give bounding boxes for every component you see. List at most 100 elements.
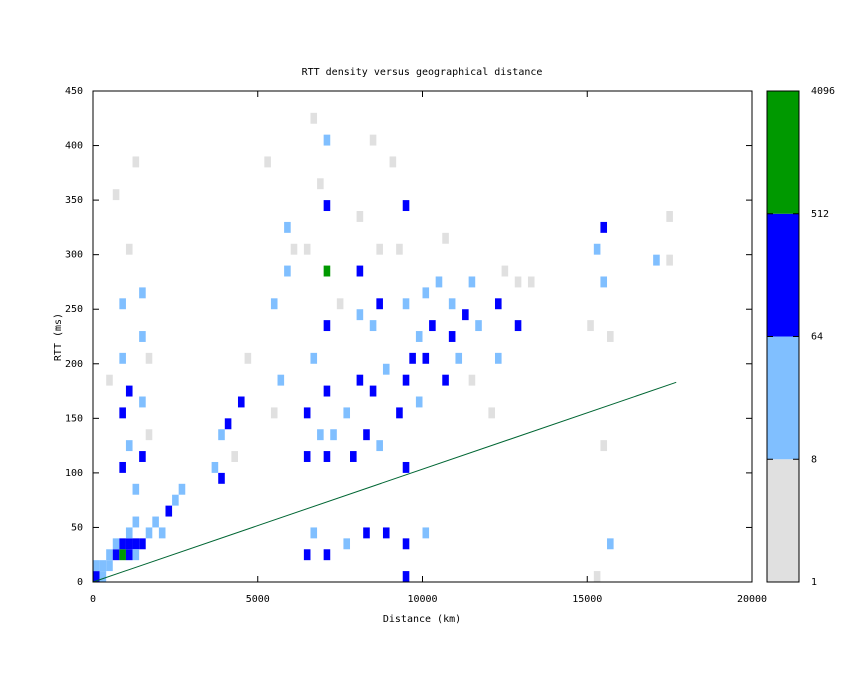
x-tick-label: 15000 <box>572 594 602 605</box>
heat-cell <box>600 221 608 233</box>
heat-cell <box>356 374 364 386</box>
heat-cell <box>402 538 410 550</box>
heat-cell <box>112 189 120 201</box>
heat-cell <box>593 571 601 582</box>
heat-cell <box>93 560 100 572</box>
heat-cell <box>514 276 522 288</box>
colorbar-tick-label: 4096 <box>811 86 835 97</box>
heat-cell <box>343 538 351 550</box>
heat-cell <box>376 440 383 452</box>
heat-cell <box>666 254 673 266</box>
heat-cell <box>323 451 331 462</box>
heat-cell <box>402 200 410 212</box>
heat-cell <box>106 560 113 572</box>
heat-cell <box>323 265 331 277</box>
heat-cell <box>277 374 285 386</box>
heat-cell <box>356 211 364 222</box>
heat-cell <box>145 429 153 441</box>
y-tick-label: 100 <box>65 468 83 479</box>
y-tick-label: 250 <box>65 304 83 315</box>
heat-cell <box>468 374 476 386</box>
heat-cell <box>211 461 219 473</box>
heat-cell <box>396 407 403 419</box>
x-axis-label: Distance (km) <box>383 614 461 625</box>
heat-cell <box>119 538 126 550</box>
heat-cell <box>600 276 608 288</box>
heat-cell <box>237 396 245 408</box>
heat-cell <box>139 451 146 462</box>
heat-cell <box>99 571 107 582</box>
heat-cell <box>350 451 357 462</box>
heat-cell <box>369 134 377 146</box>
colorbar-segment <box>767 336 799 460</box>
x-tick-label: 20000 <box>737 594 767 605</box>
heat-cell <box>112 549 120 561</box>
y-tick-label: 0 <box>77 577 83 588</box>
x-tick-label: 10000 <box>407 594 437 605</box>
heat-cell <box>218 429 225 441</box>
heat-cell <box>442 374 449 386</box>
heat-cell <box>494 298 502 310</box>
heat-cell <box>244 352 252 364</box>
heat-cell <box>501 265 509 277</box>
heat-cell <box>323 549 331 561</box>
y-axis-label: RTT (ms) <box>53 313 64 361</box>
heat-cell <box>409 352 416 364</box>
heat-cell <box>132 516 140 528</box>
heat-cell <box>139 287 146 299</box>
heat-cell <box>455 352 463 364</box>
heat-cell <box>363 527 370 539</box>
heat-cell <box>356 309 364 321</box>
heat-cell <box>356 265 364 277</box>
heat-cell <box>125 549 133 561</box>
heat-cell <box>376 243 383 255</box>
heat-cell <box>593 243 601 255</box>
heat-cell <box>165 505 173 517</box>
heat-cell <box>303 243 311 255</box>
heat-cell <box>402 374 410 386</box>
heat-cell <box>494 352 502 364</box>
heat-cell <box>429 320 436 332</box>
heat-cell <box>468 276 476 288</box>
heat-cell <box>435 276 443 288</box>
heat-cell <box>323 385 331 397</box>
heat-cell <box>402 461 410 473</box>
heat-cell <box>125 440 133 452</box>
heat-cell <box>178 483 186 495</box>
heat-cell <box>607 331 614 342</box>
heat-cell <box>119 298 126 310</box>
colorbar-tick-label: 1 <box>811 577 817 588</box>
heat-cell <box>402 571 410 582</box>
heat-cell <box>607 538 614 550</box>
colorbar-segment <box>767 459 799 582</box>
heat-cell <box>145 527 153 539</box>
heat-cell <box>363 429 370 441</box>
heat-cell <box>145 352 153 364</box>
heat-cell <box>158 527 166 539</box>
y-tick-label: 400 <box>65 141 83 152</box>
heat-cell <box>396 243 403 255</box>
heat-cell <box>422 527 430 539</box>
heat-cell <box>475 320 482 332</box>
heat-cell <box>382 527 390 539</box>
heat-cell <box>402 298 410 310</box>
heat-cell <box>587 320 594 332</box>
heat-cell <box>303 407 311 419</box>
heat-cell <box>653 254 660 266</box>
heat-cell <box>270 407 278 419</box>
heat-cell <box>290 243 298 255</box>
heat-cell <box>172 494 179 506</box>
heat-cell <box>119 407 126 419</box>
heat-cell <box>132 156 140 168</box>
heat-cell <box>284 265 291 277</box>
heat-cell <box>330 429 337 441</box>
heat-cell <box>310 352 318 364</box>
heat-cell <box>336 298 344 310</box>
heat-cell <box>369 320 377 332</box>
heat-cell <box>310 112 318 124</box>
heat-cell <box>462 309 469 321</box>
heat-cell <box>376 298 383 310</box>
heat-cell <box>152 516 159 528</box>
